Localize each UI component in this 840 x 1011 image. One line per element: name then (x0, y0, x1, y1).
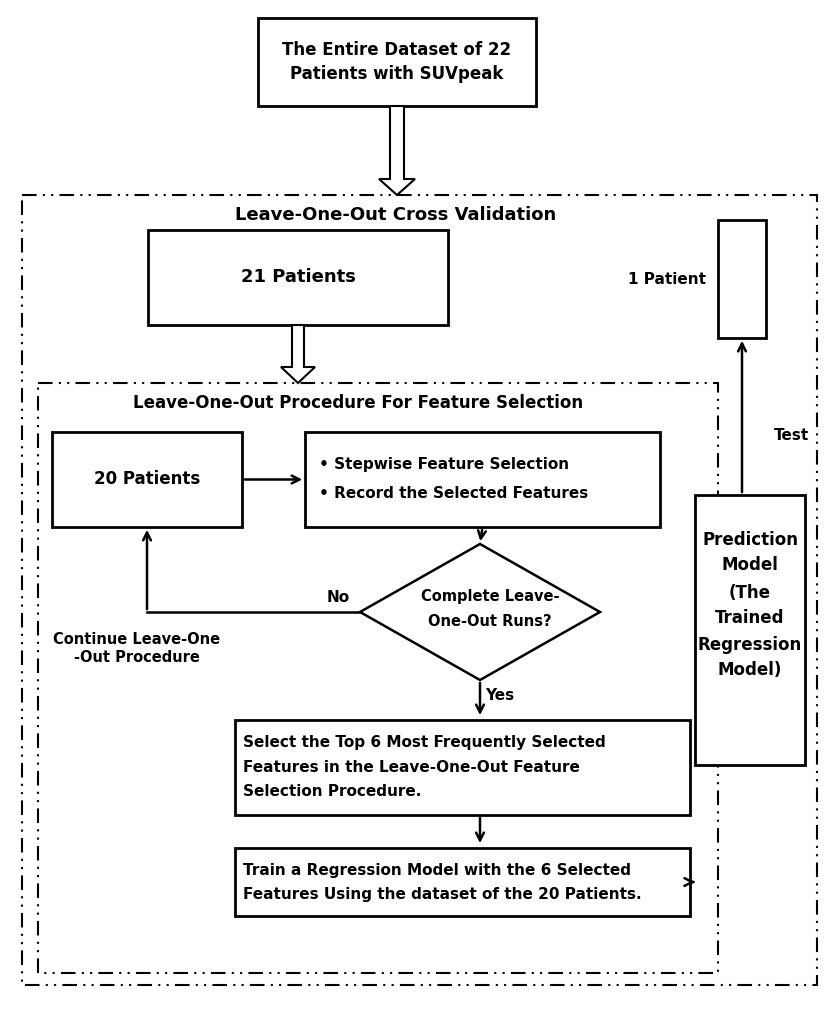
Text: Features in the Leave-One-Out Feature: Features in the Leave-One-Out Feature (243, 759, 580, 774)
Text: 1 Patient: 1 Patient (628, 272, 706, 286)
Polygon shape (360, 544, 600, 680)
Bar (38, 383, 718, 973)
Bar (258, 18, 536, 106)
Text: 21 Patients: 21 Patients (240, 269, 355, 286)
Text: Complete Leave-: Complete Leave- (421, 588, 559, 604)
Text: Yes: Yes (486, 688, 515, 704)
Text: Trained: Trained (715, 609, 785, 627)
Text: Continue Leave-One: Continue Leave-One (54, 633, 221, 647)
Text: Prediction: Prediction (702, 531, 798, 549)
Text: One-Out Runs?: One-Out Runs? (428, 615, 552, 630)
Text: The Entire Dataset of 22: The Entire Dataset of 22 (282, 41, 512, 59)
Text: • Record the Selected Features: • Record the Selected Features (319, 486, 588, 501)
Text: Regression: Regression (698, 636, 802, 654)
Text: No: No (327, 590, 350, 606)
Text: -Out Procedure: -Out Procedure (74, 650, 200, 665)
Bar (695, 495, 805, 765)
Text: (The: (The (729, 584, 771, 602)
Text: Test: Test (774, 428, 809, 443)
Bar (22, 195, 817, 985)
Bar (235, 720, 690, 815)
Text: Model): Model) (718, 661, 782, 679)
Text: Selection Procedure.: Selection Procedure. (243, 785, 422, 800)
Bar (235, 848, 690, 916)
Text: Patients with SUVpeak: Patients with SUVpeak (291, 65, 504, 83)
Text: Model: Model (722, 556, 779, 574)
Text: Features Using the dataset of the 20 Patients.: Features Using the dataset of the 20 Pat… (243, 888, 642, 903)
Bar (305, 432, 660, 527)
Text: Train a Regression Model with the 6 Selected: Train a Regression Model with the 6 Sele… (243, 862, 631, 878)
Bar (148, 229, 448, 325)
Polygon shape (281, 325, 315, 383)
Bar (52, 432, 242, 527)
Text: 20 Patients: 20 Patients (94, 470, 200, 488)
Text: Leave-One-Out Procedure For Feature Selection: Leave-One-Out Procedure For Feature Sele… (133, 394, 583, 412)
Text: • Stepwise Feature Selection: • Stepwise Feature Selection (319, 457, 570, 471)
Text: Select the Top 6 Most Frequently Selected: Select the Top 6 Most Frequently Selecte… (243, 735, 606, 749)
Bar (718, 220, 766, 338)
Text: Leave-One-Out Cross Validation: Leave-One-Out Cross Validation (235, 206, 557, 224)
Polygon shape (379, 106, 415, 195)
